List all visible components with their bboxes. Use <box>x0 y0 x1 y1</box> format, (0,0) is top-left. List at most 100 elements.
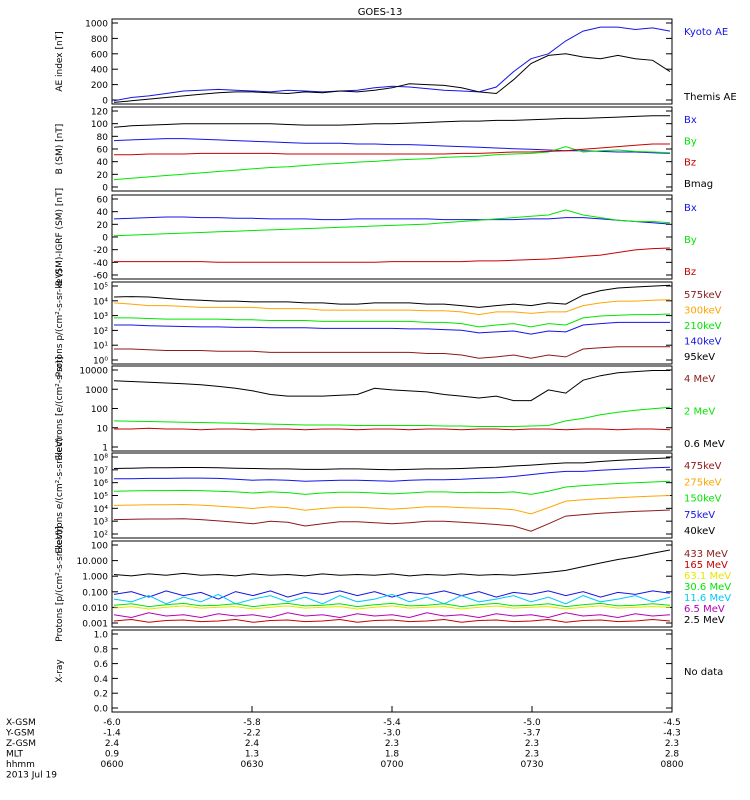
y-tick-label: 1.0 <box>94 631 109 641</box>
y-tick-label: -40 <box>93 259 108 269</box>
series-line-4-mev <box>114 427 671 431</box>
series-line-140kev <box>114 321 670 335</box>
y-tick-label: 120 <box>91 108 108 118</box>
series-line-475kev <box>113 509 671 532</box>
legend-entry: Bz <box>684 158 696 169</box>
y-tick-label: 0.4 <box>94 675 109 685</box>
x-row-label: X-GSM <box>6 718 36 728</box>
y-tick-label: 20 <box>97 221 109 231</box>
series-line-433-mev <box>113 618 671 623</box>
x-value: -5.0 <box>523 718 541 728</box>
y-tick-label: 10⁵ <box>93 283 108 293</box>
series-line-bz <box>114 143 670 156</box>
x-value: 2.8 <box>665 750 680 760</box>
panel-frame <box>111 281 673 365</box>
y-tick-label: 0 <box>102 97 108 107</box>
legend-entry: 2 MeV <box>684 407 715 418</box>
series-line-by <box>113 146 671 181</box>
legend-entry: 2.5 MeV <box>684 615 725 626</box>
legend-entry: Bx <box>684 115 697 126</box>
x-value: -2.2 <box>243 729 261 739</box>
x-value: 2.4 <box>105 739 120 749</box>
y-tick-label: 100 <box>91 542 108 552</box>
legend-entry: 575keV <box>684 290 722 301</box>
legend-entry: 11.6 MeV <box>684 593 731 604</box>
y-axis-label: Protons [p/(cm²-s-sr-keV)] <box>55 526 65 642</box>
legend-entry: 300keV <box>684 306 722 317</box>
y-axis-label: B (SM)-IGRF (SM) [nT] <box>55 188 65 286</box>
series-line-bmag <box>113 115 670 128</box>
panel-2: 0 20 40 60 80 100 120 B (SM) [nT] Bx By Bz Bmag <box>55 106 713 194</box>
panel-6: 10² 10³ 10⁴ 10⁵ 10⁶ 10⁷ 10⁸ Electrons e/(cm²-s-… <box>55 437 722 553</box>
legend-entry: By <box>684 136 697 147</box>
y-tick-label: 0 <box>102 234 108 244</box>
y-tick-label: 10⁴ <box>93 505 108 515</box>
y-tick-label: 10¹ <box>93 342 108 352</box>
x-row-label: hhmm <box>6 760 35 770</box>
legend-entry: Bx <box>684 203 697 214</box>
legend-entry: 275keV <box>684 477 722 488</box>
x-value: 2.3 <box>385 739 399 749</box>
series-line-95kev <box>114 346 670 359</box>
y-axis-label: X-ray <box>55 659 65 683</box>
legend-entry: 40keV <box>684 526 715 537</box>
x-value: 2.3 <box>665 739 679 749</box>
legend-entry: 6.5 MeV <box>684 604 725 615</box>
panel-3: -60 -40 -20 0 20 40 60 B (SM)-IGRF (SM) [nT] Bx B… <box>55 188 697 286</box>
legend-entry: Themis AE <box>683 92 737 103</box>
y-tick-label: 0.100 <box>82 588 108 598</box>
y-tick-label: 10⁶ <box>93 479 108 489</box>
x-value: -3.7 <box>523 729 541 739</box>
legend-entry: 475keV <box>684 461 722 472</box>
y-tick-label: 10.000 <box>77 557 109 567</box>
series-line-by <box>113 209 671 237</box>
y-tick-label: 0.001 <box>82 620 108 630</box>
series-line-2-5-mev <box>113 549 671 577</box>
x-value: 0630 <box>241 760 264 770</box>
legend-entry: 140keV <box>684 337 722 348</box>
legend-entry: No data <box>684 667 723 678</box>
x-row-label: Y-GSM <box>5 729 34 739</box>
y-tick-label: 10⁸ <box>93 454 108 464</box>
panel-7: 0.001 0.010 0.100 1.000 10.000 100 Protons [p/… <box>55 526 731 642</box>
series-line-30-6-mev <box>113 602 671 608</box>
x-value: 0600 <box>101 760 124 770</box>
legend-entry: 63.1 MeV <box>684 571 731 582</box>
x-value: -3.0 <box>383 729 401 739</box>
series-line-bz <box>114 247 671 263</box>
x-value: 1.8 <box>385 750 400 760</box>
x-value: -6.0 <box>103 718 121 728</box>
y-axis-label: B (SM) [nT] <box>55 124 65 175</box>
y-tick-label: 1000 <box>85 20 108 30</box>
x-value: 2.3 <box>525 750 539 760</box>
y-tick-label: 10⁵ <box>93 492 108 502</box>
figure-title: GOES-13 <box>358 7 403 18</box>
panel-frame <box>111 194 673 280</box>
panel-8: 0.0 0.2 0.4 0.6 0.8 1.0 X-ray No data <box>55 629 723 715</box>
legend-entry: 95keV <box>684 352 715 363</box>
y-tick-label: 10⁴ <box>93 297 108 307</box>
x-value: 0700 <box>381 760 404 770</box>
y-tick-label: 0.8 <box>94 645 109 655</box>
x-value: -4.5 <box>663 718 681 728</box>
series-line-6-5-mev <box>113 590 671 600</box>
legend-entry: 0.6 MeV <box>684 439 725 450</box>
y-tick-label: 10³ <box>93 312 108 322</box>
panel-frame <box>111 629 673 713</box>
y-tick-label: 60 <box>97 146 109 156</box>
y-tick-label: 1 <box>102 444 108 454</box>
y-tick-label: 1000 <box>85 386 108 396</box>
y-tick-label: -20 <box>93 246 108 256</box>
series-line-2-mev <box>113 406 671 427</box>
y-axis-label: Electrons [e/(cm²-s-sr)] <box>55 357 65 461</box>
legend-entry: Bz <box>684 267 696 278</box>
y-tick-label: 20 <box>97 171 109 181</box>
y-tick-label: 10000 <box>79 367 108 377</box>
x-value: 0730 <box>521 760 544 770</box>
series-line-300kev <box>113 299 671 316</box>
series-line-11-6-mev <box>113 593 671 605</box>
y-tick-label: 40 <box>97 208 109 218</box>
x-row-label: MLT <box>6 750 24 760</box>
